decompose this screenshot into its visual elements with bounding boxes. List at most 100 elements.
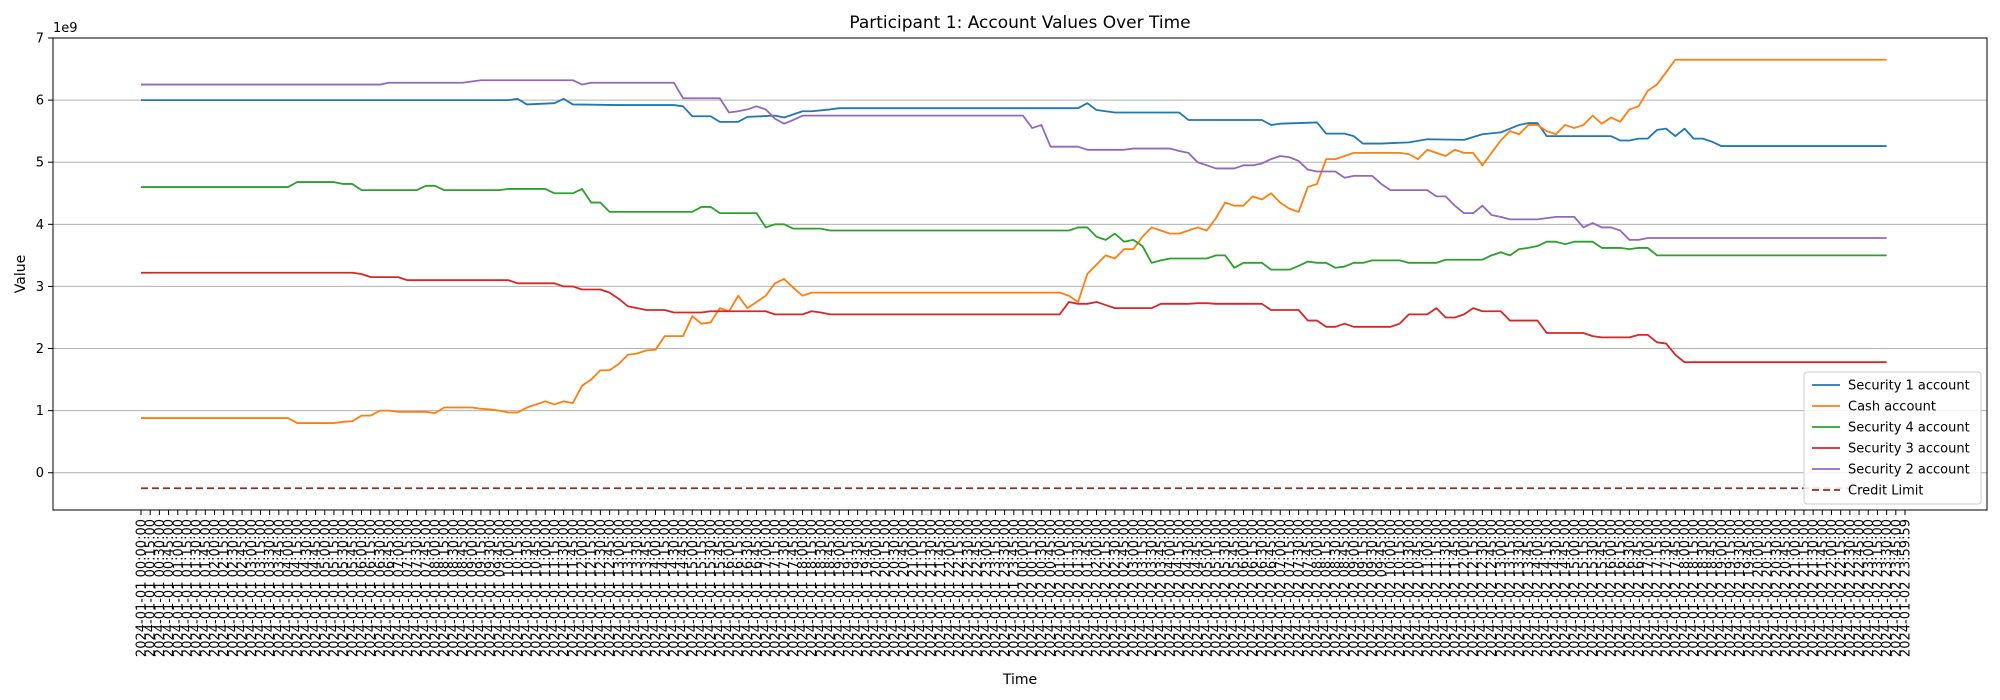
x-tick-label: 2024-01-01 07:15:00 (401, 519, 416, 657)
x-tick-label: 2024-01-01 13:30:00 (631, 519, 646, 657)
x-tick-label: 2024-01-02 10:15:00 (1393, 519, 1408, 657)
y-tick-label: 7 (36, 32, 44, 47)
x-tick-label: 2024-01-01 08:30:00 (447, 519, 462, 657)
x-tick-label: 2024-01-02 04:00:00 (1164, 519, 1179, 657)
x-tick-label: 2024-01-02 09:15:00 (1356, 519, 1371, 657)
x-tick-label: 2024-01-02 10:45:00 (1412, 519, 1427, 657)
x-tick-label: 2024-01-01 18:30:00 (814, 519, 829, 657)
x-tick-label: 2024-01-01 20:30:00 (888, 519, 903, 657)
x-tick-label: 2024-01-01 06:15:00 (364, 519, 379, 657)
x-tick-label: 2024-01-01 13:00:00 (612, 519, 627, 657)
x-tick-label: 2024-01-01 22:45:00 (971, 519, 986, 657)
x-tick-label: 2024-01-02 20:45:00 (1779, 519, 1794, 657)
x-tick-label: 2024-01-02 02:30:00 (1108, 519, 1123, 657)
x-tick-label: 2024-01-01 03:45:00 (272, 519, 287, 657)
legend-label: Security 2 account (1848, 463, 1970, 478)
x-tick-label: 2024-01-02 02:00:00 (1090, 519, 1105, 657)
x-tick-label: 2024-01-01 07:30:00 (410, 519, 425, 657)
x-tick-label: 2024-01-01 04:30:00 (300, 519, 315, 657)
x-tick-label: 2024-01-02 01:15:00 (1062, 519, 1077, 657)
x-tick-label: 2024-01-02 05:30:00 (1219, 519, 1234, 657)
series-line-cash-account (141, 58, 1887, 424)
x-tick-label: 2024-01-01 18:15:00 (805, 519, 820, 657)
x-tick-label: 2024-01-01 02:30:00 (226, 519, 241, 657)
x-tick-label: 2024-01-02 23:45:00 (1889, 519, 1904, 657)
x-tick-label: 2024-01-01 01:30:00 (190, 519, 205, 657)
x-tick-label: 2024-01-02 17:00:00 (1641, 519, 1656, 657)
x-tick-label: 2024-01-02 06:45:00 (1265, 519, 1280, 657)
x-tick-label: 2024-01-02 03:45:00 (1154, 519, 1169, 657)
x-tick-label: 2024-01-01 22:00:00 (943, 519, 958, 657)
x-tick-label: 2024-01-01 10:15:00 (511, 519, 526, 657)
x-tick-label: 2024-01-01 06:30:00 (373, 519, 388, 657)
x-tick-label: 2024-01-01 08:00:00 (429, 519, 444, 657)
x-tick-label: 2024-01-02 14:45:00 (1559, 519, 1574, 657)
y-tick-label: 3 (36, 280, 44, 295)
x-tick-label: 2024-01-01 02:15:00 (217, 519, 232, 657)
x-tick-label: 2024-01-01 05:30:00 (337, 519, 352, 657)
x-tick-label: 2024-01-01 11:30:00 (557, 519, 572, 657)
x-tick-label: 2024-01-02 00:00:00 (1017, 519, 1032, 657)
x-tick-label: 2024-01-02 18:45:00 (1706, 519, 1721, 657)
x-tick-label: 2024-01-01 05:15:00 (327, 519, 342, 657)
x-tick-label: 2024-01-01 05:45:00 (346, 519, 361, 657)
x-tick-label: 2024-01-02 13:00:00 (1494, 519, 1509, 657)
x-tick-label: 2024-01-01 14:00:00 (649, 519, 664, 657)
x-tick-label: 2024-01-02 18:15:00 (1687, 519, 1702, 657)
x-tick-label: 2024-01-02 07:45:00 (1301, 519, 1316, 657)
x-tick-label: 2024-01-01 11:45:00 (566, 519, 581, 657)
x-tick-label: 2024-01-02 15:45:00 (1595, 519, 1610, 657)
x-tick-label: 2024-01-02 13:45:00 (1522, 519, 1537, 657)
x-tick-label: 2024-01-02 16:45:00 (1632, 519, 1647, 657)
x-tick-label: 2024-01-02 03:15:00 (1136, 519, 1151, 657)
series-line-security-2-account (141, 79, 1887, 241)
y-multiplier-label: 1e9 (53, 21, 78, 36)
x-tick-label: 2024-01-02 20:30:00 (1770, 519, 1785, 657)
x-tick-label: 2024-01-02 15:30:00 (1586, 519, 1601, 657)
x-tick-label: 2024-01-01 03:30:00 (263, 519, 278, 657)
x-tick-label: 2024-01-01 19:45:00 (860, 519, 875, 657)
x-tick-label: 2024-01-02 22:45:00 (1853, 519, 1868, 657)
x-tick-label: 2024-01-01 19:30:00 (851, 519, 866, 657)
x-tick-label: 2024-01-01 06:45:00 (383, 519, 398, 657)
x-tick-label: 2024-01-01 01:15:00 (180, 519, 195, 657)
x-tick-label: 2024-01-02 04:45:00 (1191, 519, 1206, 657)
x-tick-label: 2024-01-01 19:00:00 (833, 519, 848, 657)
x-tick-label: 2024-01-02 03:30:00 (1145, 519, 1160, 657)
x-tick-label: 2024-01-01 11:15:00 (548, 519, 563, 657)
x-tick-label: 2024-01-01 21:00:00 (906, 519, 921, 657)
x-tick-label: 2024-01-01 01:00:00 (171, 519, 186, 657)
x-tick-label: 2024-01-01 15:30:00 (704, 519, 719, 657)
x-tick-label: 2024-01-01 07:00:00 (392, 519, 407, 657)
x-tick-label: 2024-01-02 09:30:00 (1366, 519, 1381, 657)
x-tick-label: 2024-01-02 19:15:00 (1724, 519, 1739, 657)
legend-label: Credit Limit (1848, 484, 1923, 499)
x-tick-label: 2024-01-02 21:15:00 (1797, 519, 1812, 657)
x-tick-label: 2024-01-02 01:45:00 (1081, 519, 1096, 657)
x-tick-label: 2024-01-01 16:30:00 (741, 519, 756, 657)
x-tick-label: 2024-01-02 08:15:00 (1320, 519, 1335, 657)
x-tick-label: 2024-01-01 18:45:00 (824, 519, 839, 657)
x-tick-label: 2024-01-02 17:30:00 (1660, 519, 1675, 657)
x-tick-label: 2024-01-02 00:45:00 (1044, 519, 1059, 657)
x-tick-label: 2024-01-01 10:00:00 (502, 519, 517, 657)
legend-label: Security 1 account (1848, 379, 1970, 394)
x-tick-label: 2024-01-01 20:45:00 (897, 519, 912, 657)
legend-label: Security 3 account (1848, 442, 1970, 457)
x-tick-label: 2024-01-02 20:15:00 (1761, 519, 1776, 657)
x-tick-label: 2024-01-02 07:15:00 (1283, 519, 1298, 657)
x-tick-label: 2024-01-01 14:45:00 (677, 519, 692, 657)
x-tick-label: 2024-01-02 19:00:00 (1715, 519, 1730, 657)
x-tick-label: 2024-01-01 10:45:00 (530, 519, 545, 657)
y-tick-label: 1 (36, 404, 44, 419)
x-tick-label: 2024-01-01 10:30:00 (520, 519, 535, 657)
x-tick-label: 2024-01-01 09:00:00 (465, 519, 480, 657)
legend-box (1803, 371, 1982, 505)
y-tick-label: 5 (36, 156, 44, 171)
x-tick-label: 2024-01-01 01:45:00 (199, 519, 214, 657)
x-tick-label: 2024-01-02 05:15:00 (1209, 519, 1224, 657)
x-tick-label: 2024-01-01 05:00:00 (318, 519, 333, 657)
x-tick-label: 2024-01-01 15:00:00 (686, 519, 701, 657)
x-tick-label: 2024-01-02 09:45:00 (1375, 519, 1390, 657)
x-tick-label: 2024-01-01 20:15:00 (879, 519, 894, 657)
